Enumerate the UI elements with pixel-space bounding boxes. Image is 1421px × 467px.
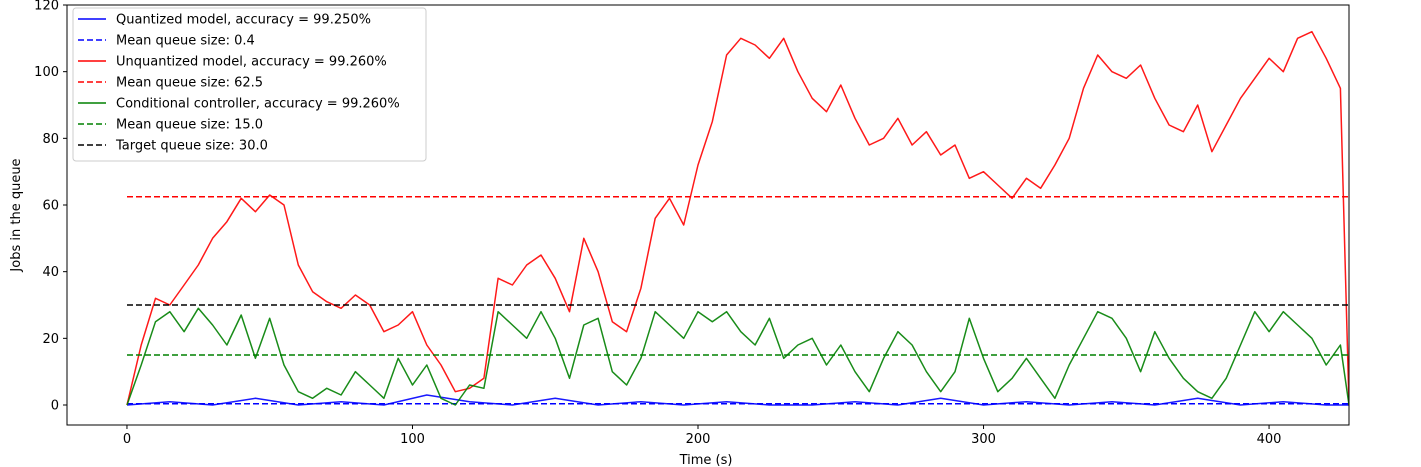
series-line-conditional-controller-accuracy-99-260 [126,307,1349,406]
x-tick-label: 200 [686,432,711,447]
legend-label: Unquantized model, accuracy = 99.260% [116,55,387,70]
y-tick-label: 100 [34,65,59,80]
y-axis-label: Jobs in the queue [9,158,24,272]
series-line-unquantized-model-accuracy-99-260 [126,30,1349,406]
y-tick-label: 0 [51,399,59,414]
y-tick-label: 120 [34,0,59,14]
legend-label: Mean queue size: 15.0 [116,118,263,133]
y-axis: 0 20 40 60 80 100 120 [34,0,67,414]
y-tick-label: 40 [42,265,59,280]
legend-label: Conditional controller, accuracy = 99.26… [116,97,400,112]
series-layer [126,30,1349,406]
y-tick-label: 80 [42,132,59,147]
x-axis: 0 100 200 300 400 [123,425,1282,447]
x-tick-label: 300 [971,432,996,447]
plot-frame [66,4,1350,426]
legend-label: Mean queue size: 0.4 [116,34,255,49]
x-tick-label: 0 [123,432,131,447]
legend: Quantized model, accuracy = 99.250% Mean … [72,7,427,162]
legend-label: Target queue size: 30.0 [115,139,268,154]
y-tick-label: 60 [42,199,59,214]
x-tick-label: 400 [1257,432,1282,447]
legend-label: Mean queue size: 62.5 [116,76,263,91]
x-axis-label: Time (s) [679,453,733,467]
x-tick-label: 100 [400,432,425,447]
legend-label: Quantized model, accuracy = 99.250% [116,13,371,28]
legend-box [72,7,427,162]
y-tick-label: 20 [42,332,59,347]
